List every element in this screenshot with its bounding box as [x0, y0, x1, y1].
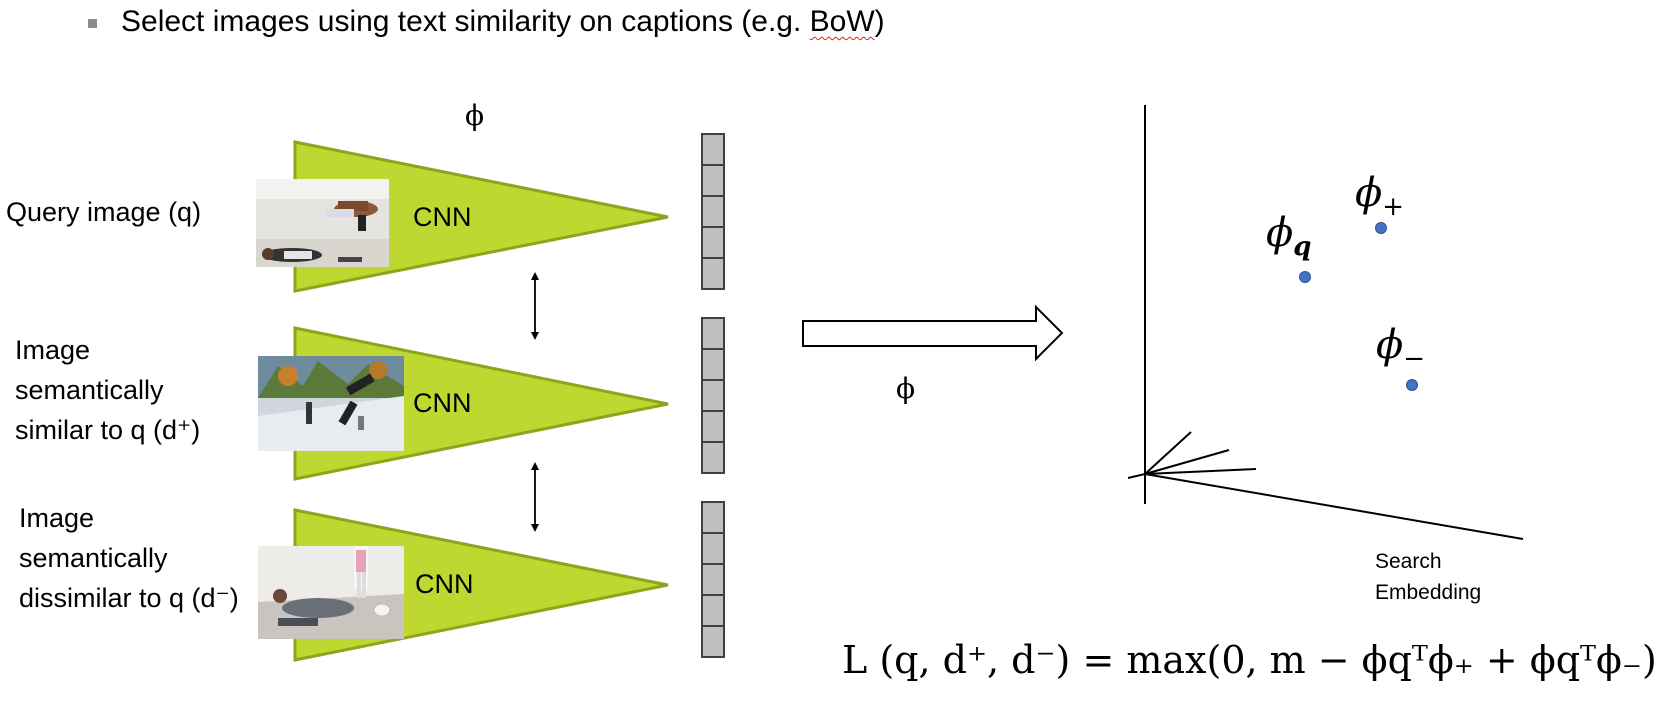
feature-vector-query — [701, 133, 725, 290]
feature-vector-dissimilar — [701, 501, 725, 658]
point-phi-plus — [1375, 222, 1387, 234]
point-phi-minus — [1406, 379, 1418, 391]
similar-image-thumbnail — [258, 356, 404, 451]
feature-vector-similar — [701, 317, 725, 474]
search-embedding-caption: Search Embedding — [1375, 550, 1482, 604]
row-label-similar: Image semantically similar to q (d⁺) — [15, 335, 201, 445]
cnn-label-query: CNN — [413, 202, 472, 232]
phi-symbol-top: ϕ — [465, 99, 485, 132]
block-arrow — [802, 304, 1064, 362]
label-phi-minus: ϕ− — [1376, 322, 1426, 374]
bullet-line: Select images using text similarity on c… — [88, 0, 885, 44]
bullet-square-icon — [88, 18, 97, 28]
row-label-query: Query image (q) — [6, 197, 202, 227]
embedding-axes — [1127, 105, 1524, 540]
dissimilar-image-thumbnail — [258, 546, 404, 639]
bullet-text: Select images using text similarity on c… — [121, 5, 885, 38]
label-phi-q: ϕq — [1266, 210, 1312, 262]
phi-symbol-arrow: ϕ — [896, 372, 916, 405]
point-phi-q — [1299, 271, 1311, 283]
label-phi-plus: ϕ+ — [1355, 170, 1405, 222]
cnn-label-similar: CNN — [413, 388, 472, 418]
cnn-label-dissimilar: CNN — [415, 569, 474, 599]
query-image-thumbnail — [256, 179, 389, 267]
loss-formula: L (q, d⁺, d⁻) = max(0, m − ϕqᵀϕ₊ + ϕqᵀϕ₋… — [842, 638, 1657, 682]
row-label-dissimilar: Image semantically dissimilar to q (d⁻) — [19, 503, 239, 613]
